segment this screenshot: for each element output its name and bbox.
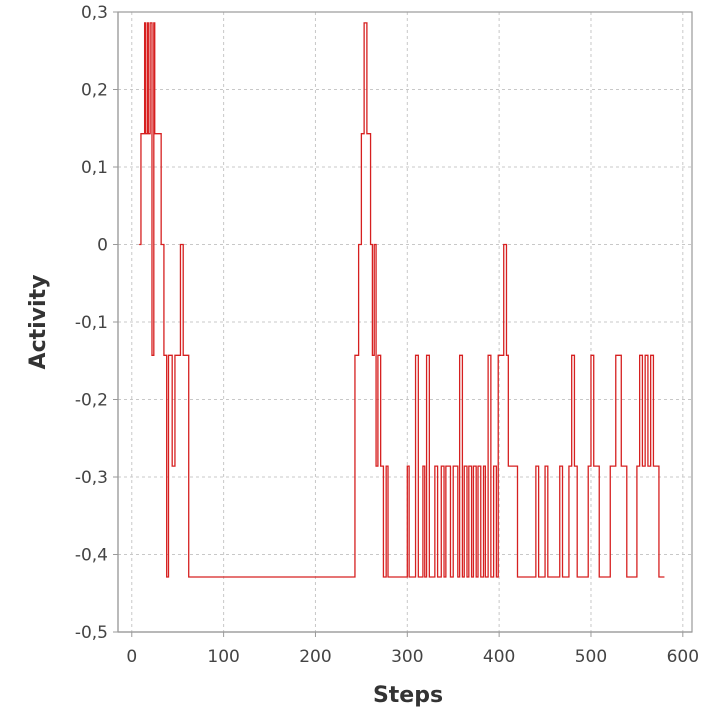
x-tick-label: 200 <box>299 647 331 667</box>
y-tick-label: -0,5 <box>75 623 108 643</box>
series-line <box>139 22 665 578</box>
y-axis-label: Activity <box>26 275 51 370</box>
x-tick-label: 0 <box>126 647 137 667</box>
y-tick-label: -0,4 <box>75 546 108 566</box>
y-axis-ticks: 0,3 0,2 0,1 0 -0,1 -0,2 -0,3 -0,4 -0,5 <box>75 3 118 643</box>
y-tick-label: 0,3 <box>81 3 108 23</box>
y-tick-label: -0,2 <box>75 391 108 411</box>
y-tick-label: 0 <box>97 236 108 256</box>
y-tick-label: -0,1 <box>75 313 108 333</box>
x-axis-label: Steps <box>373 683 443 708</box>
x-tick-label: 100 <box>207 647 239 667</box>
x-axis-ticks: 0 100 200 300 400 500 600 <box>126 632 699 667</box>
x-tick-label: 300 <box>391 647 423 667</box>
y-tick-label: 0,2 <box>81 81 108 101</box>
plot-area-background <box>118 12 692 632</box>
series-layer <box>139 22 665 578</box>
y-tick-label: -0,3 <box>75 468 108 488</box>
x-tick-label: 600 <box>667 647 699 667</box>
x-tick-label: 400 <box>483 647 515 667</box>
x-tick-label: 500 <box>575 647 607 667</box>
y-tick-label: 0,1 <box>81 158 108 178</box>
